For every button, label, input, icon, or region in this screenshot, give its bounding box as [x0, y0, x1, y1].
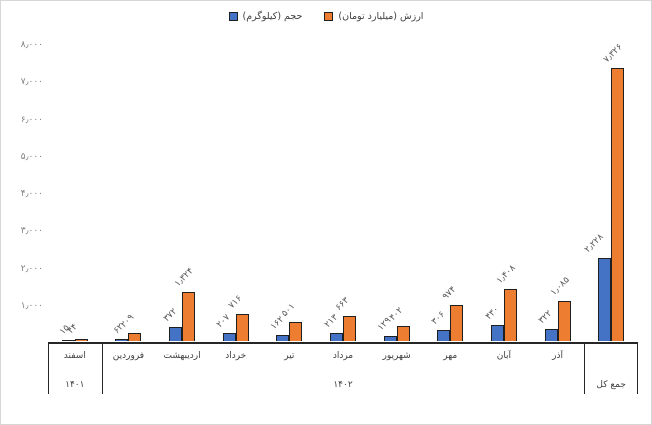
legend-item-arzesh: ارزش (میلیارد تومان) — [324, 11, 423, 22]
bar-hajm-1 — [115, 339, 129, 341]
bar-arzesh-7 — [450, 305, 464, 341]
y-tick-label: ۴٫۰۰۰ — [20, 189, 43, 199]
legend-swatch-arzesh-icon — [324, 12, 334, 21]
legend-label-arzesh: ارزش (میلیارد تومان) — [338, 11, 424, 22]
y-tick-label: ۳٫۰۰۰ — [20, 226, 43, 237]
x-category-label-6: شهریور — [382, 351, 411, 361]
bar-hajm-3 — [222, 333, 236, 341]
bar-arzesh-2 — [182, 292, 196, 341]
bar-label-arzesh-2: ۱٫۳۲۴ — [173, 266, 196, 289]
y-tick-label: ۶٫۰۰۰ — [20, 114, 43, 125]
y-tick-label: ۲٫۰۰۰ — [20, 263, 43, 274]
y-tick-label: ۸٫۰۰۰ — [20, 40, 43, 50]
bar-hajm-6 — [383, 336, 397, 341]
bar-label-hajm-3: ۲۰۷ — [215, 312, 233, 330]
bar-hajm-7 — [437, 330, 451, 341]
legend-label-hajm: حجم (کیلوگرم) — [242, 11, 303, 22]
x-group-divider — [101, 343, 103, 394]
bar-arzesh-0 — [74, 339, 88, 341]
legend-item-hajm: حجم (کیلوگرم) — [228, 11, 303, 22]
x-group-label-1: ۱۴۰۲ — [333, 380, 353, 390]
bar-label-hajm-10: ۲٫۲۲۸ — [583, 232, 607, 255]
x-category-label-4: تیر — [284, 351, 295, 361]
bar-label-arzesh-3: ۷۱۶ — [226, 293, 244, 311]
bar-arzesh-6 — [396, 326, 410, 341]
x-category-label-5: مرداد — [332, 351, 354, 361]
bar-hajm-0 — [61, 340, 75, 341]
x-category-label-7: مهر — [443, 351, 458, 361]
x-axis-line — [48, 342, 638, 344]
x-category-label-9: آذر — [552, 351, 563, 361]
y-tick-label: ۵٫۰۰۰ — [20, 151, 43, 162]
bar-hajm-4 — [276, 335, 290, 341]
x-category-label-0: اسفند — [63, 351, 86, 361]
bar-label-hajm-4: ۱۶۲ — [269, 314, 287, 332]
y-tick-label: ۷٫۰۰۰ — [20, 77, 43, 88]
bar-arzesh-10 — [611, 68, 625, 341]
bar-label-arzesh-10: ۷٫۳۲۶ — [602, 42, 625, 65]
y-tick-label: ۱٫۰۰۰ — [20, 300, 43, 311]
bar-arzesh-9 — [557, 301, 571, 341]
bar-label-arzesh-8: ۱٫۴۰۸ — [494, 263, 518, 286]
bar-arzesh-8 — [503, 289, 517, 341]
x-category-label-3: خرداد — [225, 351, 247, 361]
bar-hajm-2 — [169, 327, 183, 341]
bar-label-hajm-5: ۲۱۳ — [322, 312, 341, 330]
x-category-label-1: فروردین — [112, 351, 145, 361]
bar-label-hajm-8: ۴۳۰ — [483, 304, 501, 322]
bar-arzesh-4 — [289, 322, 303, 341]
bar-label-hajm-9: ۳۲۲ — [537, 308, 555, 326]
bar-hajm-10 — [598, 258, 612, 341]
x-group-divider — [637, 343, 638, 394]
bar-label-hajm-2: ۳۷۲ — [161, 306, 180, 324]
bar-label-arzesh-7: ۹۷۴ — [441, 284, 459, 302]
x-group-divider — [48, 343, 49, 394]
bar-label-arzesh-5: ۶۶۳ — [333, 295, 352, 313]
bar-hajm-8 — [490, 325, 504, 341]
x-group-label-0: ۱۴۰۱ — [65, 380, 85, 390]
legend: حجم (کیلوگرم) ارزش (میلیارد تومان) — [1, 11, 651, 22]
bar-label-hajm-7: ۳۰۶ — [429, 309, 448, 327]
bar-label-arzesh-9: ۱٫۰۸۵ — [548, 275, 572, 298]
bar-arzesh-1 — [128, 333, 142, 341]
bar-hajm-5 — [330, 333, 343, 341]
x-category-label-8: آبان — [496, 351, 512, 361]
bar-hajm-9 — [544, 329, 558, 341]
bar-label-arzesh-4: ۵۰۱ — [280, 301, 298, 319]
x-category-label-2: اردیبهشت — [163, 351, 201, 361]
x-group-label-2: جمع کل — [596, 380, 626, 390]
bar-arzesh-5 — [343, 316, 356, 341]
bar-arzesh-3 — [235, 314, 249, 341]
x-group-divider — [584, 343, 586, 394]
legend-swatch-hajm-icon — [228, 12, 238, 21]
